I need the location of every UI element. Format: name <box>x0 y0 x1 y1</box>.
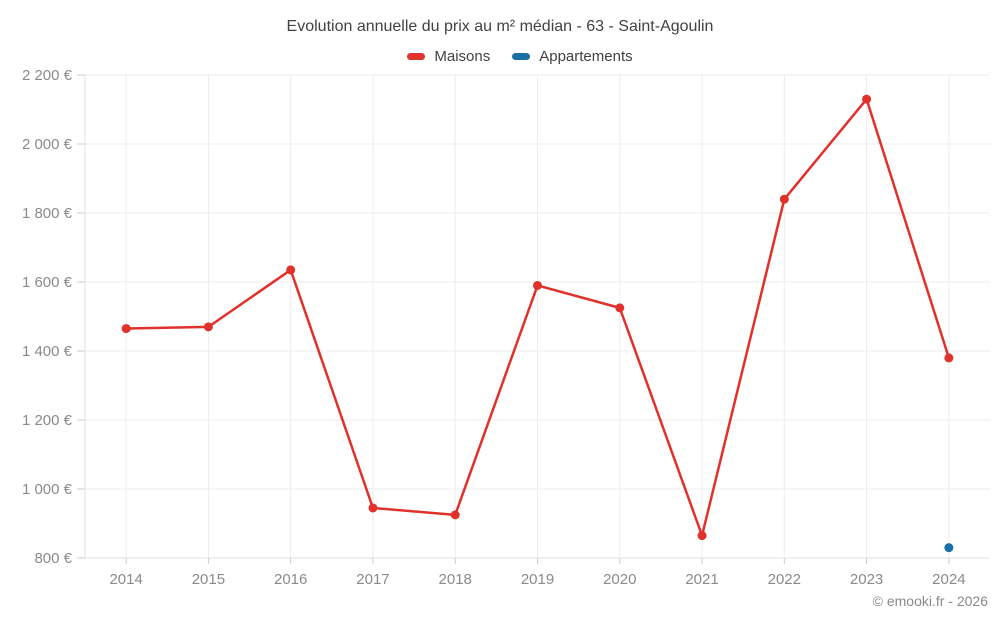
svg-text:2016: 2016 <box>274 571 307 588</box>
svg-text:2017: 2017 <box>356 571 389 588</box>
svg-text:1 800 €: 1 800 € <box>22 205 73 222</box>
svg-text:1 200 €: 1 200 € <box>22 412 73 429</box>
svg-text:2023: 2023 <box>850 571 883 588</box>
svg-text:1 600 €: 1 600 € <box>22 274 73 291</box>
chart-legend: Maisons Appartements <box>0 45 1000 67</box>
appartements-legend-label: Appartements <box>539 47 633 65</box>
svg-text:2022: 2022 <box>768 571 801 588</box>
maisons-color-swatch <box>407 52 426 60</box>
legend-item-maisons[interactable]: Maisons <box>407 45 490 67</box>
maisons-legend-label: Maisons <box>434 47 491 65</box>
svg-text:2018: 2018 <box>439 571 472 588</box>
legend-item-appartements[interactable]: Appartements <box>512 45 633 67</box>
svg-text:2019: 2019 <box>521 571 554 588</box>
svg-text:2 000 €: 2 000 € <box>22 136 73 153</box>
svg-text:2014: 2014 <box>109 571 142 588</box>
svg-text:2020: 2020 <box>603 571 636 588</box>
svg-text:1 400 €: 1 400 € <box>22 343 73 360</box>
svg-text:2024: 2024 <box>932 571 965 588</box>
svg-text:2015: 2015 <box>192 571 225 588</box>
appartements-color-swatch <box>512 52 531 60</box>
svg-text:2021: 2021 <box>685 571 718 588</box>
copyright-text: © emooki.fr - 2026 <box>872 593 988 609</box>
svg-text:2 200 €: 2 200 € <box>22 67 73 84</box>
svg-text:1 000 €: 1 000 € <box>22 481 73 498</box>
chart-title: Evolution annuelle du prix au m² médian … <box>286 18 714 35</box>
svg-text:800 €: 800 € <box>34 550 72 567</box>
